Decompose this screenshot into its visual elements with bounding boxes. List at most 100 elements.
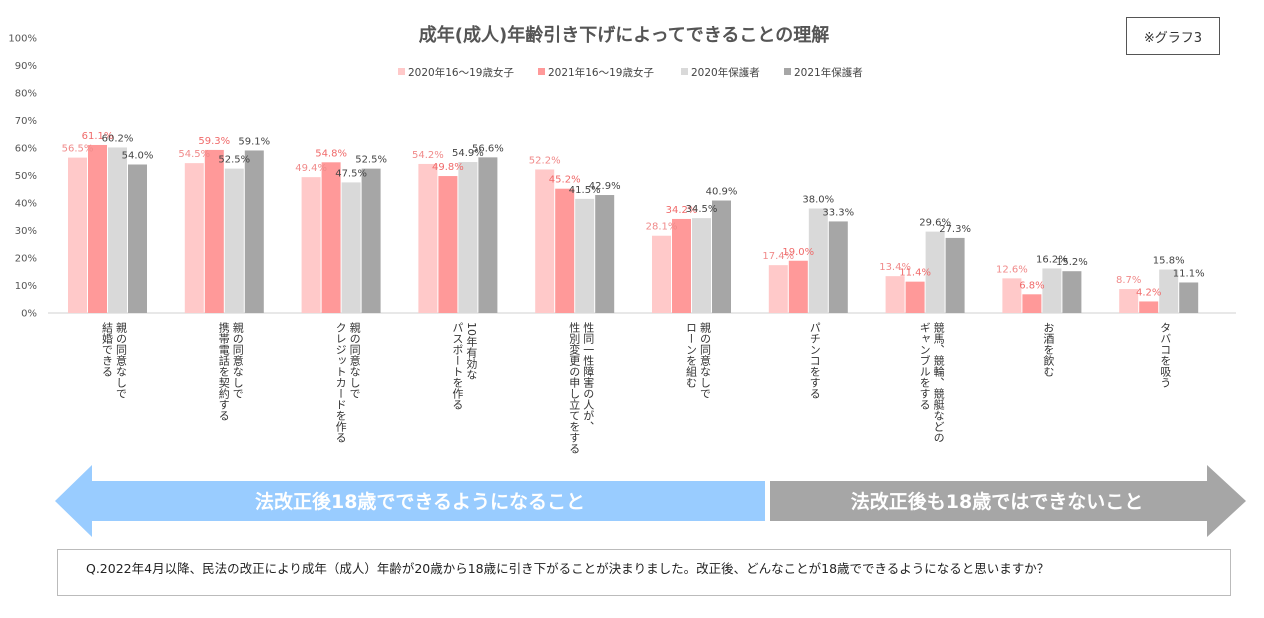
legend-swatch	[681, 68, 688, 75]
legend: 2020年16〜19歳女子 2021年16〜19歳女子 2020年保護者 2021年保…	[398, 66, 863, 79]
value-labels: 56.5% 61.1%60.2% 54.0% 54.5% 59.3% 52.5% 59.1%…	[62, 131, 1205, 298]
bar	[652, 235, 671, 313]
y-tick-label: 40%	[15, 199, 37, 210]
bar-value-label: 34.2%	[666, 205, 698, 216]
bar-value-label: 59.3%	[198, 136, 230, 147]
legend-swatch	[784, 68, 791, 75]
bar-value-label: 54.2%	[412, 150, 444, 161]
bar	[535, 169, 555, 313]
bar	[1062, 271, 1082, 313]
bar-value-label: 54.8%	[315, 148, 347, 159]
left-arrow-shape	[55, 465, 765, 537]
bar-value-label: 28.1%	[646, 222, 678, 233]
bar	[828, 221, 848, 313]
category-label: 10年有効な	[465, 322, 478, 380]
arrows: 法改正後18歳でできるようになること 法改正後も18歳ではできないこと	[55, 465, 1246, 537]
bar-value-label: 49.4%	[295, 163, 327, 174]
bar	[1159, 269, 1179, 313]
bar	[945, 237, 965, 313]
bar-value-label: 11.1%	[1173, 268, 1205, 279]
category-label: ローンを組む	[685, 322, 698, 388]
bar-value-label: 12.6%	[996, 264, 1028, 275]
bar	[885, 276, 905, 313]
legend-label: 2021年16〜19歳女子	[548, 66, 654, 79]
bar	[788, 260, 808, 313]
bar	[692, 218, 711, 313]
bar	[88, 144, 107, 313]
bar-value-label: 52.5%	[218, 155, 250, 166]
bar	[1139, 301, 1159, 313]
bar-value-label: 59.1%	[238, 136, 270, 147]
bar-value-label: 6.8%	[1019, 280, 1044, 291]
bar-value-label: 54.5%	[178, 149, 210, 160]
bar	[672, 218, 691, 313]
y-tick-label: 90%	[15, 61, 37, 72]
graph-tag: ※グラフ3	[1126, 17, 1220, 55]
bar-value-label: 29.6%	[919, 218, 951, 229]
bar-value-label: 52.5%	[355, 155, 387, 166]
bar-value-label: 34.5%	[686, 204, 718, 215]
bar	[438, 176, 458, 313]
bar-value-label: 49.8%	[432, 162, 464, 173]
bar-value-label: 16.2%	[1036, 254, 1068, 265]
question-text: Q.2022年4月以降、民法の改正により成年（成人）年齢が20歳から18歳に引き…	[57, 549, 1231, 596]
y-tick-label: 30%	[15, 226, 37, 237]
bar-value-label: 13.4%	[879, 262, 911, 273]
bar	[184, 163, 204, 313]
bar	[768, 265, 788, 313]
bar-value-label: 45.2%	[549, 175, 581, 186]
category-label: 競馬、競輪、競艇などの	[932, 321, 945, 443]
bar	[418, 163, 438, 313]
bar	[1022, 294, 1042, 313]
bar	[244, 150, 264, 313]
bar	[808, 208, 828, 313]
bar	[108, 147, 127, 313]
bar	[1042, 268, 1062, 313]
bar-value-label: 27.3%	[939, 224, 971, 235]
bar	[1002, 278, 1022, 313]
category-label: パスポートを作る	[451, 322, 464, 410]
category-label: 親の同意なしで	[348, 322, 361, 399]
bar	[458, 162, 478, 313]
bar	[68, 157, 87, 313]
category-label: 性同一性障害の人が、	[582, 321, 595, 432]
y-tick-label: 10%	[15, 281, 37, 292]
bar-value-label: 4.2%	[1136, 287, 1161, 298]
bar-value-label: 38.0%	[802, 195, 834, 206]
bar-value-label: 60.2%	[102, 133, 134, 144]
legend-label: 2020年16〜19歳女子	[408, 66, 514, 79]
bar	[575, 198, 595, 313]
bar-value-label: 11.4%	[899, 268, 931, 279]
legend-swatch	[538, 68, 545, 75]
bar	[478, 157, 498, 313]
legend-label: 2021年保護者	[794, 66, 863, 79]
bar	[555, 188, 575, 313]
bar	[301, 177, 321, 313]
bar-value-label: 56.5%	[62, 144, 94, 155]
y-tick-label: 0%	[21, 309, 37, 320]
right-arrow-shape	[770, 465, 1246, 537]
y-tick-label: 50%	[15, 171, 37, 182]
bar-value-label: 15.8%	[1153, 256, 1185, 267]
bar-value-label: 41.5%	[569, 185, 601, 196]
bar-value-label: 15.2%	[1056, 257, 1088, 268]
category-label: タバコを吸う	[1159, 322, 1172, 388]
bar	[925, 231, 945, 313]
category-label: パチンコをする	[808, 322, 821, 399]
category-label: 親の同意なしで	[115, 322, 128, 399]
category-label: お酒を飲む	[1042, 322, 1055, 377]
category-label: 性別変更の申し立てをする	[568, 321, 581, 454]
right-arrow-label: 法改正後も18歳ではできないこと	[851, 490, 1143, 513]
legend-swatch	[398, 68, 405, 75]
category-label: 親の同意なしで	[699, 322, 712, 399]
bar-value-label: 42.9%	[589, 181, 621, 192]
y-tick-label: 80%	[15, 89, 37, 100]
bar-value-label: 52.2%	[529, 155, 561, 166]
bar	[1119, 289, 1139, 313]
bar	[712, 200, 731, 313]
category-label: クレジットカードを作る	[334, 322, 347, 443]
bar	[321, 162, 341, 313]
category-label: 結婚できる	[101, 321, 114, 377]
